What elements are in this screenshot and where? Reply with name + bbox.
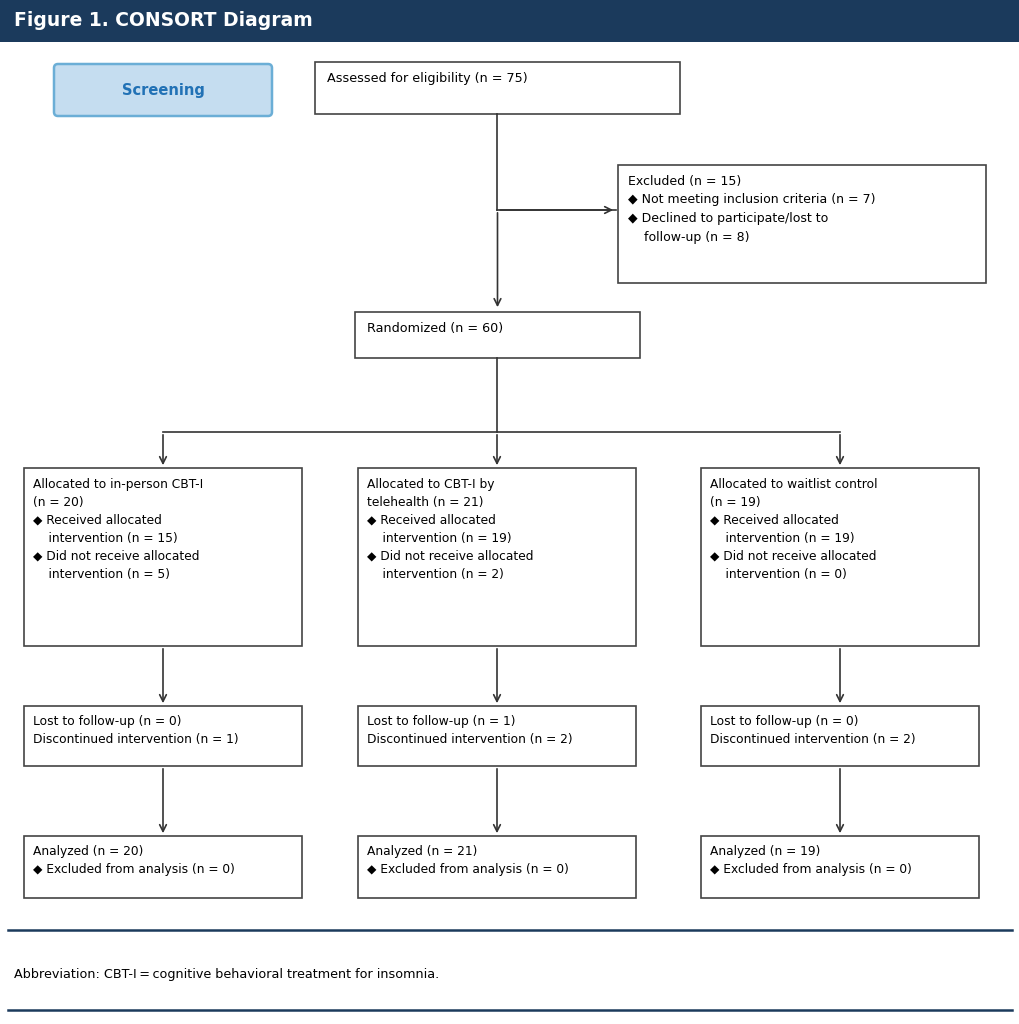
Text: Allocated to CBT-I by
telehealth (n = 21)
◆ Received allocated
    intervention : Allocated to CBT-I by telehealth (n = 21… <box>367 478 533 581</box>
Text: Analyzed (n = 21)
◆ Excluded from analysis (n = 0): Analyzed (n = 21) ◆ Excluded from analys… <box>367 845 569 876</box>
Text: Lost to follow-up (n = 0)
Discontinued intervention (n = 1): Lost to follow-up (n = 0) Discontinued i… <box>33 715 238 746</box>
Text: Abbreviation: CBT-I = cognitive behavioral treatment for insomnia.: Abbreviation: CBT-I = cognitive behavior… <box>14 968 439 981</box>
Bar <box>358 706 636 766</box>
FancyBboxPatch shape <box>54 63 272 116</box>
Text: Allocated to waitlist control
(n = 19)
◆ Received allocated
    intervention (n : Allocated to waitlist control (n = 19) ◆… <box>709 478 876 581</box>
Bar <box>358 836 636 898</box>
Text: Excluded (n = 15)
◆ Not meeting inclusion criteria (n = 7)
◆ Declined to partici: Excluded (n = 15) ◆ Not meeting inclusio… <box>628 175 874 244</box>
Text: Screening: Screening <box>121 83 204 97</box>
Text: Lost to follow-up (n = 1)
Discontinued intervention (n = 2): Lost to follow-up (n = 1) Discontinued i… <box>367 715 572 746</box>
Text: Analyzed (n = 19)
◆ Excluded from analysis (n = 0): Analyzed (n = 19) ◆ Excluded from analys… <box>709 845 911 876</box>
Bar <box>24 468 302 646</box>
Text: Figure 1. CONSORT Diagram: Figure 1. CONSORT Diagram <box>14 11 313 31</box>
Bar <box>0 0 1019 42</box>
Text: Lost to follow-up (n = 0)
Discontinued intervention (n = 2): Lost to follow-up (n = 0) Discontinued i… <box>709 715 915 746</box>
Bar <box>700 468 978 646</box>
Bar <box>618 165 985 283</box>
Bar <box>358 468 636 646</box>
Text: Assessed for eligibility (n = 75): Assessed for eligibility (n = 75) <box>327 72 527 85</box>
Text: Analyzed (n = 20)
◆ Excluded from analysis (n = 0): Analyzed (n = 20) ◆ Excluded from analys… <box>33 845 234 876</box>
Bar <box>24 836 302 898</box>
Bar <box>24 706 302 766</box>
Bar <box>700 706 978 766</box>
Bar <box>315 62 680 114</box>
Text: Allocated to in-person CBT-I
(n = 20)
◆ Received allocated
    intervention (n =: Allocated to in-person CBT-I (n = 20) ◆ … <box>33 478 203 581</box>
Text: Randomized (n = 60): Randomized (n = 60) <box>367 322 502 335</box>
Bar <box>355 312 639 358</box>
Bar <box>700 836 978 898</box>
